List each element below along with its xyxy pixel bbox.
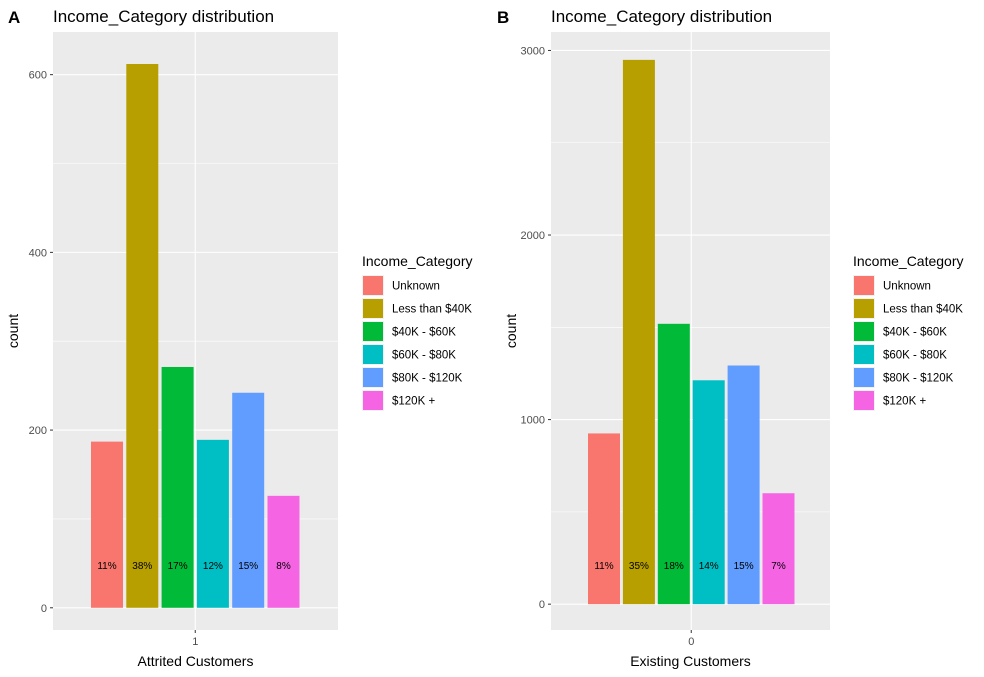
legend-swatch (363, 345, 383, 364)
legend-swatch (363, 276, 383, 295)
legend-label: Unknown (392, 281, 440, 293)
bar-0 (91, 441, 123, 608)
legend-swatch (854, 299, 874, 318)
legend-swatch (854, 276, 874, 295)
bar-percent-label: 14% (699, 561, 719, 572)
y-tick-label: 600 (29, 70, 47, 82)
chart-panel-a: A Income_Category distribution 0 200 400 600 1… (5, 7, 473, 669)
legend-swatch (363, 391, 383, 410)
legend-label: $120K + (883, 396, 926, 408)
bar-1 (622, 59, 655, 605)
y-tick-label: 2000 (521, 230, 545, 242)
bar-5 (762, 493, 795, 605)
legend-label: $120K + (392, 396, 435, 408)
bar-percent-label: 8% (276, 561, 291, 572)
bar-percent-label: 11% (97, 561, 116, 572)
bar-4 (727, 365, 760, 605)
bar-percent-label: 7% (771, 561, 786, 572)
panel-tag: A (8, 8, 20, 27)
bar-2 (657, 323, 690, 605)
legend-label: $40K - $60K (392, 327, 456, 339)
legend-label: $80K - $120K (883, 373, 954, 385)
legend-label: $60K - $80K (883, 350, 947, 362)
y-axis-title: count (5, 314, 21, 348)
legend-swatch (854, 391, 874, 410)
y-axis-title: count (503, 314, 519, 348)
bar-percent-label: 38% (132, 561, 152, 572)
x-axis-title: Attrited Customers (138, 653, 254, 669)
bar-2 (161, 366, 194, 608)
bar-1 (126, 63, 159, 608)
y-tick-label: 0 (41, 603, 47, 615)
y-tick-label: 0 (539, 599, 545, 611)
legend-label: $40K - $60K (883, 327, 947, 339)
bar-percent-label: 15% (238, 561, 258, 572)
legend-label: Less than $40K (883, 304, 963, 316)
panel-tag: B (497, 8, 509, 27)
x-tick-label: 0 (688, 636, 694, 648)
bar-percent-label: 18% (664, 561, 684, 572)
bar-5 (267, 495, 300, 608)
bar-percent-label: 15% (734, 561, 754, 572)
legend: Income_Category Unknown Less than $40K $40K… (853, 253, 964, 411)
bar-0 (588, 433, 620, 605)
legend-title: Income_Category (362, 253, 473, 269)
legend-swatch (363, 322, 383, 341)
x-axis-title: Existing Customers (630, 653, 751, 669)
legend-label: $80K - $120K (392, 373, 463, 385)
bar-percent-label: 17% (168, 561, 188, 572)
chart-title: Income_Category distribution (551, 7, 772, 26)
y-tick-label: 1000 (521, 415, 545, 427)
legend-swatch (363, 299, 383, 318)
bar-percent-label: 11% (594, 561, 613, 572)
bar-percent-label: 12% (203, 561, 223, 572)
legend-swatch (854, 322, 874, 341)
bar-percent-label: 35% (629, 561, 649, 572)
legend-label: Less than $40K (392, 304, 472, 316)
y-tick-label: 3000 (521, 45, 545, 57)
legend: Income_Category Unknown Less than $40K $40K… (362, 253, 473, 411)
legend-swatch (363, 368, 383, 387)
legend-label: Unknown (883, 281, 931, 293)
bar-3 (196, 439, 229, 608)
legend-swatch (854, 368, 874, 387)
y-tick-label: 400 (29, 247, 47, 259)
x-tick-label: 1 (192, 636, 198, 648)
y-tick-label: 200 (29, 425, 47, 437)
chart-title: Income_Category distribution (53, 7, 274, 26)
chart-panel-b: B Income_Category distribution 0 1000 2000 30… (497, 7, 964, 669)
bar-4 (232, 392, 265, 608)
legend-label: $60K - $80K (392, 350, 456, 362)
legend-swatch (854, 345, 874, 364)
bar-3 (692, 380, 725, 605)
legend-title: Income_Category (853, 253, 964, 269)
